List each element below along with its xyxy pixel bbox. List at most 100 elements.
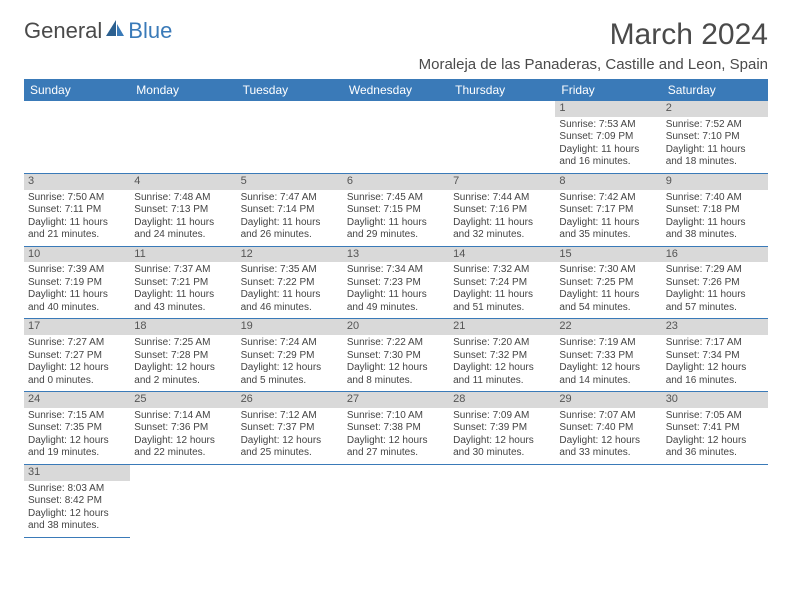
calendar-day-cell: 27Sunrise: 7:10 AMSunset: 7:38 PMDayligh… — [343, 392, 449, 465]
calendar-page: General Blue March 2024 Moraleja de las … — [0, 0, 792, 556]
day-info-line: Daylight: 11 hours — [666, 144, 764, 157]
calendar-day-cell: 7Sunrise: 7:44 AMSunset: 7:16 PMDaylight… — [449, 173, 555, 246]
day-info-line: Daylight: 12 hours — [559, 362, 657, 375]
day-number: 8 — [555, 174, 661, 190]
day-number: 23 — [662, 319, 768, 335]
day-info-line: Daylight: 11 hours — [347, 217, 445, 230]
day-info-line: Daylight: 12 hours — [666, 435, 764, 448]
day-info-line: Sunset: 7:09 PM — [559, 131, 657, 144]
day-number: 13 — [343, 247, 449, 263]
day-info-line: Sunset: 7:24 PM — [453, 277, 551, 290]
day-info-line: Sunset: 7:35 PM — [28, 422, 126, 435]
calendar-day-cell: 24Sunrise: 7:15 AMSunset: 7:35 PMDayligh… — [24, 392, 130, 465]
calendar-day-cell: 22Sunrise: 7:19 AMSunset: 7:33 PMDayligh… — [555, 319, 661, 392]
calendar-day-cell: 13Sunrise: 7:34 AMSunset: 7:23 PMDayligh… — [343, 246, 449, 319]
day-info-line: Daylight: 11 hours — [134, 217, 232, 230]
calendar-day-cell: 11Sunrise: 7:37 AMSunset: 7:21 PMDayligh… — [130, 246, 236, 319]
calendar-day-cell: 29Sunrise: 7:07 AMSunset: 7:40 PMDayligh… — [555, 392, 661, 465]
day-info-line: and 35 minutes. — [559, 229, 657, 242]
day-info-line: and 32 minutes. — [453, 229, 551, 242]
calendar-day-cell — [449, 101, 555, 173]
calendar-day-cell: 1Sunrise: 7:53 AMSunset: 7:09 PMDaylight… — [555, 101, 661, 173]
day-info-line: Sunset: 8:42 PM — [28, 495, 126, 508]
day-info-line: Sunrise: 7:27 AM — [28, 337, 126, 350]
logo: General Blue — [24, 18, 172, 44]
day-number: 2 — [662, 101, 768, 117]
day-info-line: Sunrise: 7:20 AM — [453, 337, 551, 350]
day-info-line: Sunset: 7:27 PM — [28, 350, 126, 363]
day-info-line: Sunrise: 7:19 AM — [559, 337, 657, 350]
day-info-line: Sunrise: 7:25 AM — [134, 337, 232, 350]
calendar-week-row: 10Sunrise: 7:39 AMSunset: 7:19 PMDayligh… — [24, 246, 768, 319]
calendar-day-cell — [343, 464, 449, 537]
day-info-line: Daylight: 12 hours — [241, 362, 339, 375]
calendar-day-cell — [237, 464, 343, 537]
day-info-line: Sunrise: 7:39 AM — [28, 264, 126, 277]
calendar-week-row: 1Sunrise: 7:53 AMSunset: 7:09 PMDaylight… — [24, 101, 768, 173]
day-info-line: Daylight: 12 hours — [347, 435, 445, 448]
day-number: 27 — [343, 392, 449, 408]
calendar-week-row: 31Sunrise: 8:03 AMSunset: 8:42 PMDayligh… — [24, 464, 768, 537]
logo-text-blue: Blue — [128, 18, 172, 44]
day-info-line: Daylight: 11 hours — [453, 217, 551, 230]
day-number: 21 — [449, 319, 555, 335]
day-number: 30 — [662, 392, 768, 408]
day-info-line: and 8 minutes. — [347, 375, 445, 388]
day-info-line: Sunrise: 7:32 AM — [453, 264, 551, 277]
day-info-line: Sunset: 7:10 PM — [666, 131, 764, 144]
day-info-line: and 46 minutes. — [241, 302, 339, 315]
day-info-line: Sunrise: 7:35 AM — [241, 264, 339, 277]
day-info-line: Sunrise: 7:30 AM — [559, 264, 657, 277]
logo-text-general: General — [24, 18, 102, 44]
day-info-line: Sunrise: 7:34 AM — [347, 264, 445, 277]
calendar-day-cell: 9Sunrise: 7:40 AMSunset: 7:18 PMDaylight… — [662, 173, 768, 246]
day-number: 10 — [24, 247, 130, 263]
calendar-table: Sunday Monday Tuesday Wednesday Thursday… — [24, 79, 768, 538]
calendar-day-cell: 23Sunrise: 7:17 AMSunset: 7:34 PMDayligh… — [662, 319, 768, 392]
day-info-line: and 18 minutes. — [666, 156, 764, 169]
day-info-line: and 26 minutes. — [241, 229, 339, 242]
day-number: 22 — [555, 319, 661, 335]
day-info-line: and 54 minutes. — [559, 302, 657, 315]
day-info-line: Sunrise: 7:15 AM — [28, 410, 126, 423]
day-info-line: Sunrise: 7:53 AM — [559, 119, 657, 132]
day-info-line: and 49 minutes. — [347, 302, 445, 315]
day-info-line: Sunset: 7:16 PM — [453, 204, 551, 217]
day-number: 3 — [24, 174, 130, 190]
calendar-day-cell: 17Sunrise: 7:27 AMSunset: 7:27 PMDayligh… — [24, 319, 130, 392]
day-info-line: Sunrise: 7:05 AM — [666, 410, 764, 423]
day-info-line: Daylight: 12 hours — [28, 508, 126, 521]
calendar-day-cell: 3Sunrise: 7:50 AMSunset: 7:11 PMDaylight… — [24, 173, 130, 246]
day-info-line: and 14 minutes. — [559, 375, 657, 388]
calendar-week-row: 17Sunrise: 7:27 AMSunset: 7:27 PMDayligh… — [24, 319, 768, 392]
weekday-header: Friday — [555, 79, 661, 101]
day-info-line: Sunset: 7:32 PM — [453, 350, 551, 363]
calendar-day-cell — [130, 464, 236, 537]
day-info-line: Daylight: 11 hours — [559, 289, 657, 302]
day-info-line: Daylight: 12 hours — [28, 435, 126, 448]
day-number: 20 — [343, 319, 449, 335]
day-info-line: Daylight: 11 hours — [666, 217, 764, 230]
calendar-day-cell — [130, 101, 236, 173]
day-info-line: Sunset: 7:29 PM — [241, 350, 339, 363]
calendar-day-cell: 25Sunrise: 7:14 AMSunset: 7:36 PMDayligh… — [130, 392, 236, 465]
calendar-day-cell: 14Sunrise: 7:32 AMSunset: 7:24 PMDayligh… — [449, 246, 555, 319]
location: Moraleja de las Panaderas, Castille and … — [419, 56, 768, 73]
day-info-line: and 43 minutes. — [134, 302, 232, 315]
calendar-day-cell: 21Sunrise: 7:20 AMSunset: 7:32 PMDayligh… — [449, 319, 555, 392]
day-number: 12 — [237, 247, 343, 263]
day-info-line: Daylight: 12 hours — [134, 435, 232, 448]
day-info-line: Daylight: 11 hours — [241, 289, 339, 302]
day-info-line: Sunrise: 7:14 AM — [134, 410, 232, 423]
calendar-day-cell: 28Sunrise: 7:09 AMSunset: 7:39 PMDayligh… — [449, 392, 555, 465]
calendar-day-cell: 18Sunrise: 7:25 AMSunset: 7:28 PMDayligh… — [130, 319, 236, 392]
day-info-line: Sunset: 7:25 PM — [559, 277, 657, 290]
month-title: March 2024 — [419, 18, 768, 52]
day-number: 16 — [662, 247, 768, 263]
day-info-line: Sunset: 7:28 PM — [134, 350, 232, 363]
calendar-day-cell: 20Sunrise: 7:22 AMSunset: 7:30 PMDayligh… — [343, 319, 449, 392]
day-info-line: and 29 minutes. — [347, 229, 445, 242]
day-info-line: Daylight: 11 hours — [559, 217, 657, 230]
day-number: 19 — [237, 319, 343, 335]
day-number: 28 — [449, 392, 555, 408]
